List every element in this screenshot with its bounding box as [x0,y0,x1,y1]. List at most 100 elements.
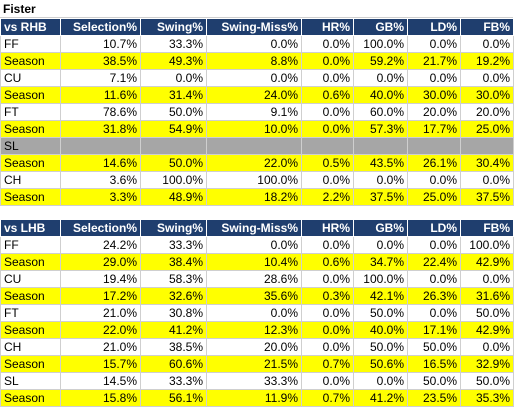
table-cell[interactable]: 16.5% [407,355,461,373]
table-cell[interactable]: 0.0% [301,171,354,189]
row-label-cell[interactable]: Season [0,154,61,172]
table-cell[interactable]: 15.8% [60,389,141,407]
table-cell[interactable]: 42.9% [460,253,514,271]
table-cell[interactable]: 24.2% [60,236,141,254]
table-cell[interactable] [301,137,354,155]
table-cell[interactable]: 32.6% [140,287,207,305]
row-label-cell[interactable]: SL [0,137,61,155]
table-cell[interactable]: 0.0% [206,35,302,53]
table-cell[interactable] [60,137,141,155]
column-header[interactable]: HR% [301,18,354,36]
table-cell[interactable]: 31.4% [140,86,207,104]
column-header[interactable]: GB% [353,219,408,237]
table-cell[interactable]: 38.4% [140,253,207,271]
table-cell[interactable]: 54.9% [140,120,207,138]
table-cell[interactable]: 0.6% [301,253,354,271]
table-cell[interactable]: 11.9% [206,389,302,407]
table-cell[interactable]: 49.3% [140,52,207,70]
table-cell[interactable]: 50.6% [353,355,408,373]
row-label-cell[interactable]: Season [0,120,61,138]
table-cell[interactable]: 59.2% [353,52,408,70]
table-cell[interactable]: 0.5% [301,154,354,172]
table-cell[interactable]: 0.0% [301,52,354,70]
table-cell[interactable]: 30.4% [460,154,514,172]
table-cell[interactable]: 100.0% [353,35,408,53]
column-header[interactable]: HR% [301,219,354,237]
table-cell[interactable]: 0.0% [206,304,302,322]
table-cell[interactable]: 0.0% [407,304,461,322]
column-header[interactable]: Selection% [60,219,141,237]
table-cell[interactable]: 0.0% [301,304,354,322]
row-label-cell[interactable]: FF [0,236,61,254]
table-cell[interactable]: 20.0% [407,103,461,121]
column-header[interactable]: GB% [353,18,408,36]
table-cell[interactable]: 50.0% [407,338,461,356]
table-cell[interactable]: 24.0% [206,86,302,104]
table-cell[interactable]: 10.0% [206,120,302,138]
table-cell[interactable]: 38.5% [140,338,207,356]
table-cell[interactable]: 35.3% [460,389,514,407]
table-cell[interactable]: 0.0% [301,35,354,53]
column-header[interactable]: FB% [460,219,514,237]
table-cell[interactable]: 37.5% [460,188,514,206]
table-cell[interactable]: 0.0% [407,236,461,254]
table-cell[interactable]: 31.6% [460,287,514,305]
table-cell[interactable] [140,137,207,155]
table-cell[interactable]: 28.6% [206,270,302,288]
table-cell[interactable]: 60.6% [140,355,207,373]
table-cell[interactable]: 22.0% [60,321,141,339]
table-cell[interactable]: 23.5% [407,389,461,407]
table-cell[interactable]: 0.6% [301,86,354,104]
table-cell[interactable]: 21.5% [206,355,302,373]
table-cell[interactable]: 0.3% [301,287,354,305]
table-cell[interactable]: 0.0% [301,120,354,138]
table-cell[interactable]: 14.6% [60,154,141,172]
table-cell[interactable]: 0.0% [460,69,514,87]
table-cell[interactable]: 26.1% [407,154,461,172]
row-label-cell[interactable]: FT [0,304,61,322]
row-label-cell[interactable]: CU [0,270,61,288]
table-cell[interactable]: 40.0% [353,321,408,339]
table-cell[interactable]: 100.0% [206,171,302,189]
table-cell[interactable]: 42.9% [460,321,514,339]
table-cell[interactable]: 0.0% [460,35,514,53]
table-cell[interactable]: 10.7% [60,35,141,53]
table-cell[interactable]: 0.0% [353,236,408,254]
table-cell[interactable]: 12.3% [206,321,302,339]
table-cell[interactable]: 0.0% [407,270,461,288]
table-cell[interactable]: 0.0% [206,69,302,87]
row-label-cell[interactable]: CU [0,69,61,87]
row-label-cell[interactable]: Season [0,355,61,373]
row-label-cell[interactable]: Season [0,188,61,206]
table-cell[interactable]: 43.5% [353,154,408,172]
table-cell[interactable]: 17.2% [60,287,141,305]
table-cell[interactable]: 30.0% [460,86,514,104]
column-header[interactable]: LD% [407,219,461,237]
row-label-cell[interactable]: FF [0,35,61,53]
column-header[interactable]: vs LHB [0,219,61,237]
table-cell[interactable]: 33.3% [140,35,207,53]
table-cell[interactable]: 11.6% [60,86,141,104]
table-cell[interactable]: 14.5% [60,372,141,390]
table-cell[interactable]: 50.0% [353,338,408,356]
row-label-cell[interactable]: FT [0,103,61,121]
table-cell[interactable]: 57.3% [353,120,408,138]
table-cell[interactable]: 78.6% [60,103,141,121]
column-header[interactable]: Swing% [140,18,207,36]
table-cell[interactable]: 58.3% [140,270,207,288]
table-cell[interactable]: 18.2% [206,188,302,206]
table-cell[interactable]: 19.2% [460,52,514,70]
table-cell[interactable]: 0.0% [353,171,408,189]
table-cell[interactable]: 30.8% [140,304,207,322]
table-cell[interactable]: 60.0% [353,103,408,121]
table-cell[interactable]: 15.7% [60,355,141,373]
table-cell[interactable]: 21.0% [60,304,141,322]
table-cell[interactable]: 0.0% [460,338,514,356]
table-cell[interactable]: 25.0% [460,120,514,138]
table-cell[interactable]: 22.4% [407,253,461,271]
table-cell[interactable]: 0.7% [301,389,354,407]
row-label-cell[interactable]: SL [0,372,61,390]
row-label-cell[interactable]: Season [0,321,61,339]
table-cell[interactable]: 34.7% [353,253,408,271]
table-cell[interactable]: 3.6% [60,171,141,189]
